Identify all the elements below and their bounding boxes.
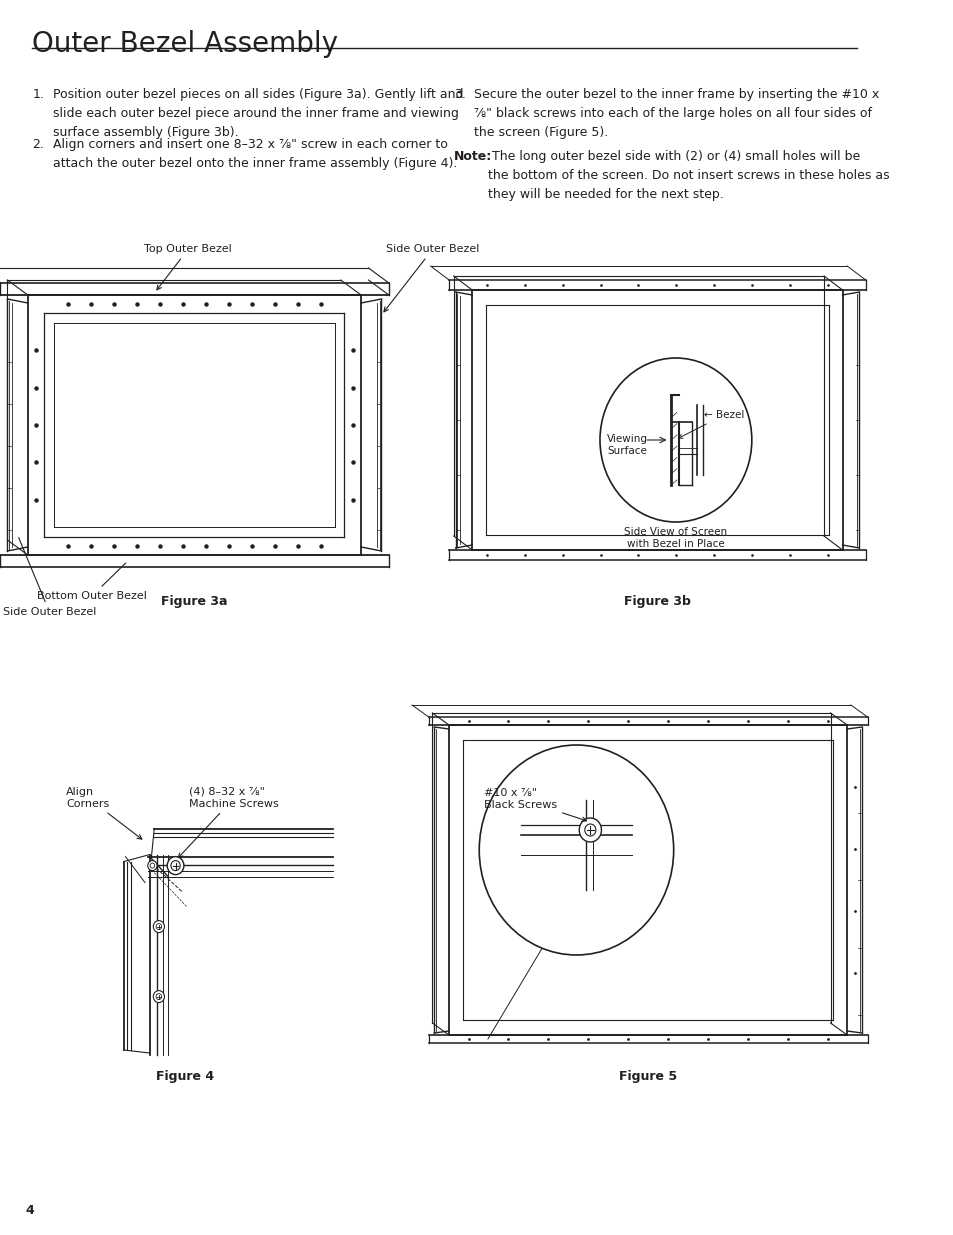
- Text: Position outer bezel pieces on all sides (Figure 3a). Gently lift and
slide each: Position outer bezel pieces on all sides…: [52, 88, 463, 140]
- Text: Outer Bezel Assembly: Outer Bezel Assembly: [32, 30, 338, 58]
- Text: Align
Corners: Align Corners: [66, 787, 142, 839]
- Circle shape: [148, 861, 157, 871]
- Text: Side Outer Bezel: Side Outer Bezel: [3, 537, 96, 618]
- Text: #10 x ⅞"
Black Screws: #10 x ⅞" Black Screws: [483, 788, 586, 821]
- Text: 4: 4: [26, 1204, 34, 1216]
- Circle shape: [156, 994, 161, 999]
- Circle shape: [478, 745, 673, 955]
- Circle shape: [584, 824, 596, 836]
- Text: The long outer bezel side with (2) or (4) small holes will be
the bottom of the : The long outer bezel side with (2) or (4…: [487, 149, 888, 201]
- Circle shape: [153, 920, 164, 932]
- Text: Top Outer Bezel: Top Outer Bezel: [144, 245, 232, 290]
- Circle shape: [153, 990, 164, 1003]
- Text: Viewing
Surface: Viewing Surface: [607, 435, 648, 456]
- Text: Figure 3b: Figure 3b: [623, 595, 690, 608]
- Text: Bottom Outer Bezel: Bottom Outer Bezel: [37, 563, 147, 601]
- Circle shape: [150, 863, 154, 868]
- Circle shape: [578, 818, 600, 842]
- Text: 2.: 2.: [32, 138, 44, 151]
- Text: Figure 4: Figure 4: [156, 1070, 214, 1083]
- Text: Align corners and insert one 8–32 x ⅞" screw in each corner to
attach the outer : Align corners and insert one 8–32 x ⅞" s…: [52, 138, 456, 170]
- Text: 3.: 3.: [454, 88, 465, 101]
- Text: 1.: 1.: [32, 88, 44, 101]
- Text: ← Bezel: ← Bezel: [678, 410, 743, 438]
- Text: Side Outer Bezel: Side Outer Bezel: [383, 245, 479, 311]
- Circle shape: [156, 924, 161, 930]
- Text: (4) 8–32 x ⅞"
Machine Screws: (4) 8–32 x ⅞" Machine Screws: [178, 787, 279, 857]
- Text: Figure 5: Figure 5: [618, 1070, 677, 1083]
- Circle shape: [599, 358, 751, 522]
- Text: Figure 3a: Figure 3a: [161, 595, 228, 608]
- Text: Side View of Screen
with Bezel in Place: Side View of Screen with Bezel in Place: [623, 527, 727, 548]
- Circle shape: [171, 861, 180, 871]
- Text: Note:: Note:: [454, 149, 492, 163]
- Text: Secure the outer bezel to the inner frame by inserting the #10 x
⅞" black screws: Secure the outer bezel to the inner fram…: [474, 88, 879, 140]
- Circle shape: [167, 857, 184, 874]
